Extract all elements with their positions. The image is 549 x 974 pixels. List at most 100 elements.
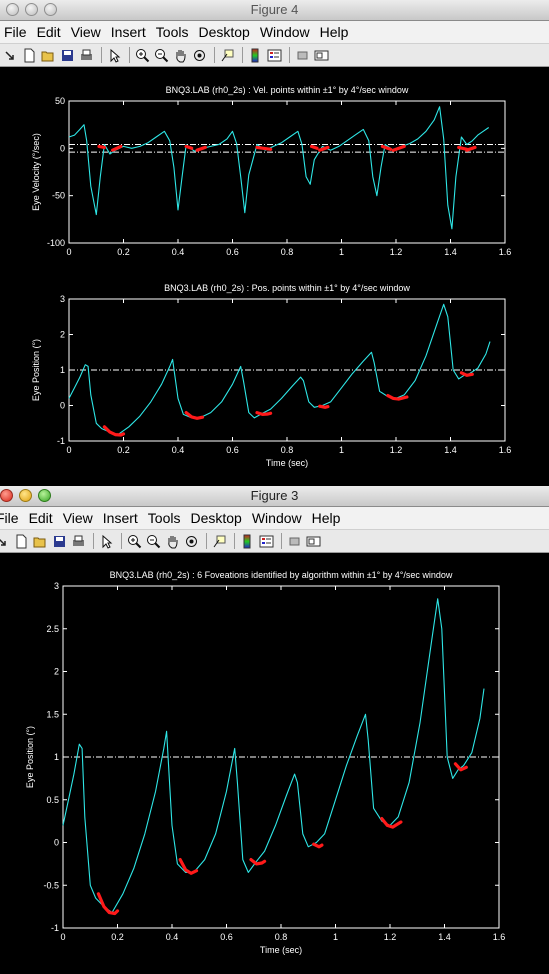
zoom-out-icon[interactable] (153, 47, 170, 64)
y-tick-label: -0.5 (43, 880, 59, 890)
minimize-icon[interactable] (19, 489, 32, 502)
x-tick-label: 1.6 (499, 247, 512, 257)
menu-window[interactable]: Window (252, 510, 302, 526)
menu-insert[interactable]: Insert (103, 510, 138, 526)
figure-4-canvas[interactable]: BNQ3.LAB (rh0_2s) : Vel. points within ±… (0, 66, 549, 486)
toolbar-separator (206, 533, 207, 549)
x-tick-label: 0 (66, 445, 71, 455)
zoom-out-icon[interactable] (145, 533, 162, 550)
colorbar-icon[interactable] (247, 47, 264, 64)
figure-3-window: Figure 3 File Edit View Insert Tools Des… (0, 486, 549, 974)
x-tick-label: 0 (66, 247, 71, 257)
foveation-segment (98, 894, 117, 914)
zoom-in-icon[interactable] (126, 533, 143, 550)
show-plot-tools-icon[interactable] (305, 533, 322, 550)
legend-icon[interactable] (266, 47, 283, 64)
menu-view[interactable]: View (71, 24, 101, 40)
menu-desktop[interactable]: Desktop (190, 510, 241, 526)
y-tick-label: -100 (47, 238, 65, 248)
figure-3-plot-area[interactable]: BNQ3.LAB (rh0_2s) : 6 Foveations identif… (0, 552, 549, 974)
show-plot-tools-icon[interactable] (313, 47, 330, 64)
toolbar-separator (214, 47, 215, 63)
hide-plot-tools-icon[interactable] (286, 533, 303, 550)
foveation-segment (314, 844, 322, 847)
y-tick-label: 1 (60, 365, 65, 375)
close-icon[interactable] (6, 3, 19, 16)
foveation-segment (180, 860, 196, 874)
save-icon[interactable] (51, 533, 68, 550)
pan-hand-icon[interactable] (172, 47, 189, 64)
y-tick-label: 3 (54, 581, 59, 591)
menu-view[interactable]: View (63, 510, 93, 526)
x-tick-label: 1.4 (444, 445, 457, 455)
new-figure-icon[interactable] (21, 47, 38, 64)
menu-window[interactable]: Window (260, 24, 310, 40)
y-tick-label: -50 (52, 191, 65, 201)
hide-plot-tools-icon[interactable] (294, 47, 311, 64)
x-tick-label: 0.4 (166, 932, 179, 942)
foveation-segment (388, 396, 407, 400)
pan-hand-icon[interactable] (164, 533, 181, 550)
x-tick-label: 1 (339, 247, 344, 257)
menu-tools[interactable]: Tools (156, 24, 189, 40)
x-axis-label: Time (sec) (266, 458, 308, 468)
edit-plot-arrow-icon[interactable] (106, 47, 123, 64)
series-line (63, 599, 484, 913)
figure-3-titlebar[interactable]: Figure 3 (0, 486, 549, 507)
foveation-segment (461, 373, 472, 376)
colorbar-icon[interactable] (239, 533, 256, 550)
y-tick-label: 3 (60, 294, 65, 304)
new-figure-icon[interactable] (13, 533, 30, 550)
data-cursor-icon[interactable] (211, 533, 228, 550)
y-tick-label: 0.5 (46, 795, 59, 805)
series-line (69, 304, 490, 434)
print-icon[interactable] (78, 47, 95, 64)
x-tick-label: 0.4 (172, 445, 185, 455)
foveation-segment (312, 146, 318, 148)
foveation-segment (257, 413, 271, 415)
toolbar-separator (93, 533, 94, 549)
data-cursor-icon[interactable] (219, 47, 236, 64)
figure-4-toolbar (0, 44, 549, 67)
edit-plot-arrow-icon[interactable] (98, 533, 115, 550)
x-tick-label: 0.2 (111, 932, 124, 942)
print-icon[interactable] (70, 533, 87, 550)
legend-icon[interactable] (258, 533, 275, 550)
minimize-icon[interactable] (25, 3, 38, 16)
toolbar-separator (281, 533, 282, 549)
menu-tools[interactable]: Tools (148, 510, 181, 526)
open-file-icon[interactable] (32, 533, 49, 550)
menu-desktop[interactable]: Desktop (198, 24, 249, 40)
menu-edit[interactable]: Edit (29, 510, 53, 526)
toolbar-separator (101, 47, 102, 63)
figure-3-canvas[interactable]: BNQ3.LAB (rh0_2s) : 6 Foveations identif… (0, 552, 549, 974)
menu-help[interactable]: Help (312, 510, 341, 526)
menu-file[interactable]: File (0, 510, 19, 526)
rotate-3d-icon[interactable] (183, 533, 200, 550)
dock-arrow-icon[interactable] (2, 47, 19, 64)
toolbar-separator (129, 47, 130, 63)
figure-4-titlebar[interactable]: Figure 4 (0, 0, 549, 21)
open-file-icon[interactable] (40, 47, 57, 64)
dock-arrow-icon[interactable] (0, 533, 11, 550)
foveation-segment (393, 146, 404, 150)
x-tick-label: 1.6 (499, 445, 512, 455)
menu-edit[interactable]: Edit (37, 24, 61, 40)
figure-3-toolbar (0, 530, 549, 553)
zoom-icon[interactable] (38, 489, 51, 502)
foveation-segment (186, 413, 202, 419)
menu-help[interactable]: Help (320, 24, 349, 40)
zoom-icon[interactable] (44, 3, 57, 16)
zoom-in-icon[interactable] (134, 47, 151, 64)
y-axis-label: Eye Position (°) (31, 339, 41, 401)
menu-file[interactable]: File (4, 24, 27, 40)
y-axis-label: Eye Position (°) (25, 726, 35, 788)
close-icon[interactable] (0, 489, 13, 502)
figure-4-plot-area[interactable]: BNQ3.LAB (rh0_2s) : Vel. points within ±… (0, 66, 549, 486)
y-tick-label: 2.5 (46, 624, 59, 634)
save-icon[interactable] (59, 47, 76, 64)
rotate-3d-icon[interactable] (191, 47, 208, 64)
menu-insert[interactable]: Insert (111, 24, 146, 40)
foveation-segment (104, 427, 123, 435)
x-tick-label: 1.6 (493, 932, 506, 942)
